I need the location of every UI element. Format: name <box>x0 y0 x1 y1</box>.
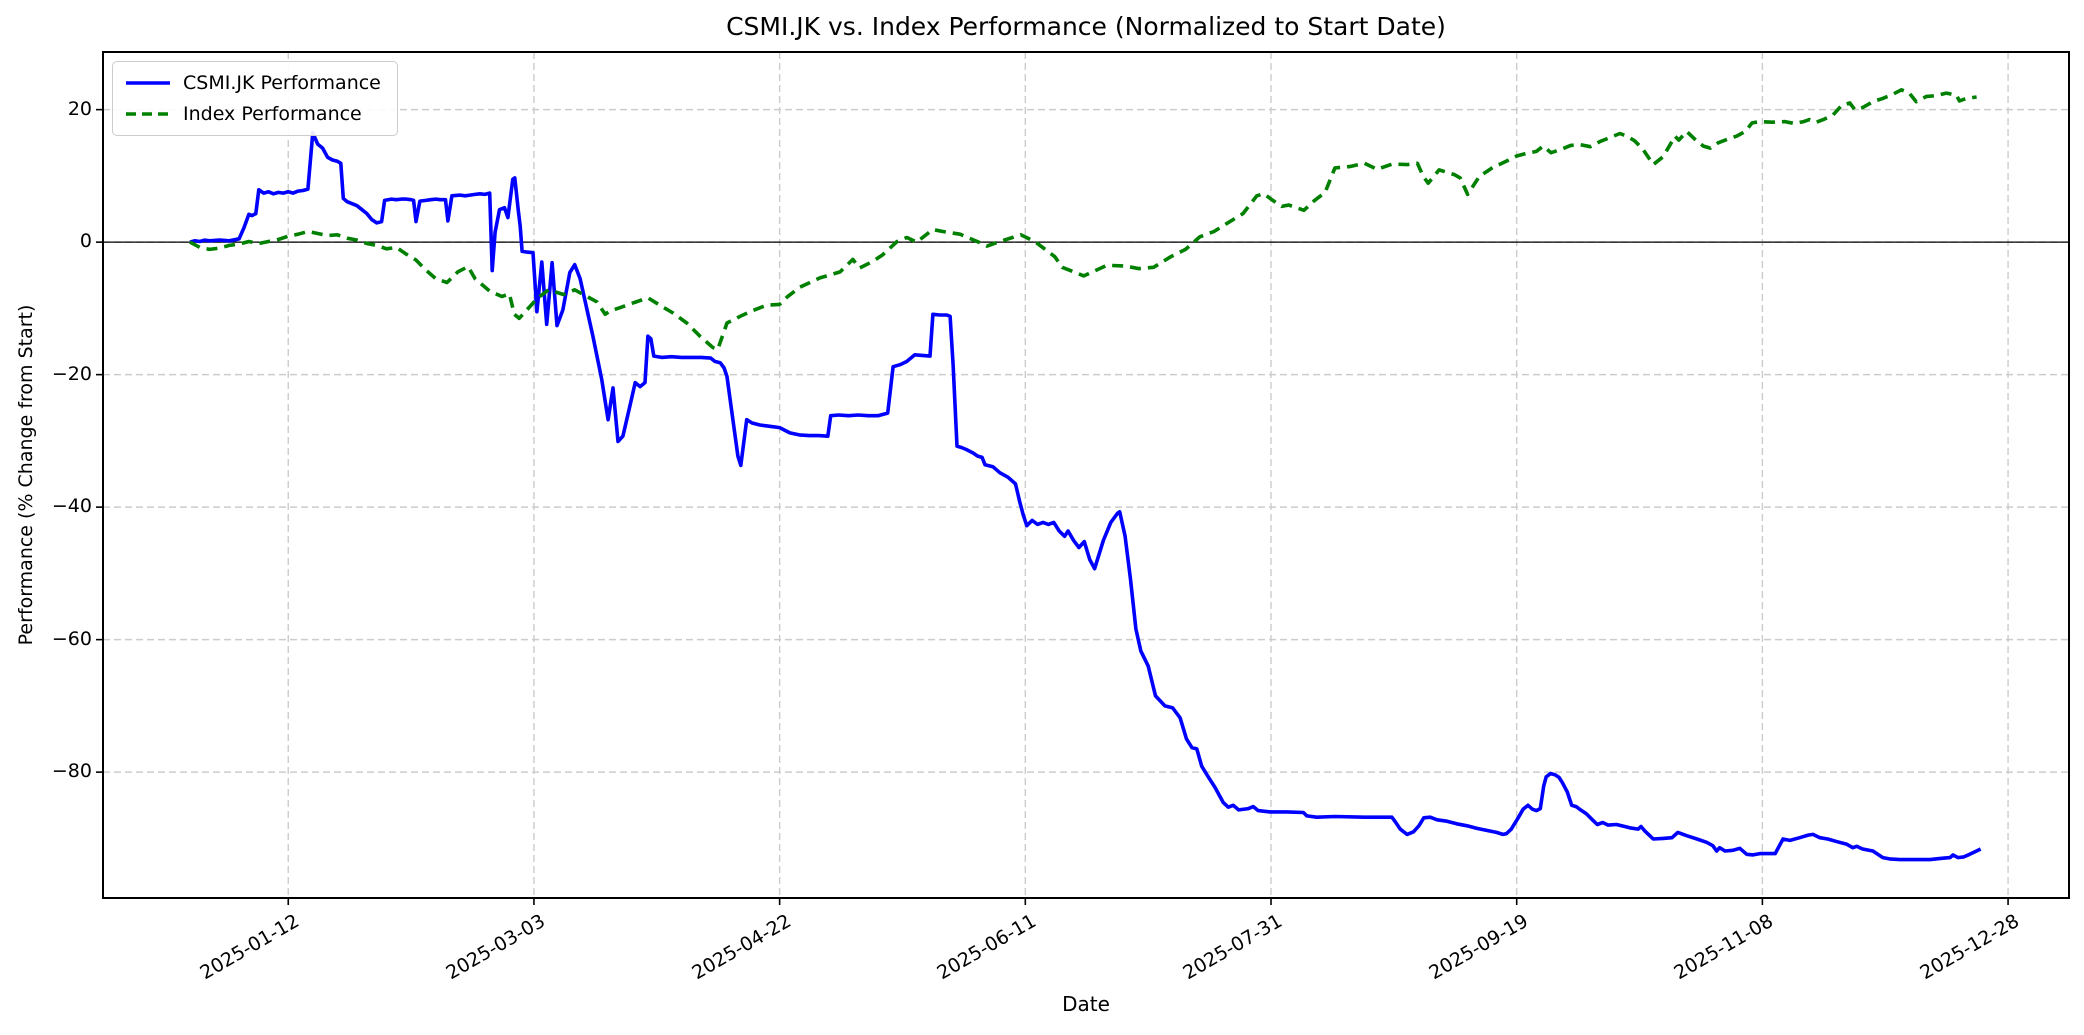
index-performance-line <box>189 88 1977 352</box>
legend-item: CSMI.JK Performance <box>125 72 381 94</box>
y-tick-label: −80 <box>51 760 92 783</box>
csmi-performance-line <box>189 131 1982 862</box>
legend-label: Index Performance <box>183 103 362 125</box>
chart-title: CSMI.JK vs. Index Performance (Normalize… <box>726 12 1446 41</box>
y-tick-label: 0 <box>79 230 92 253</box>
y-axis-label: Performance (% Change from Start) <box>15 304 37 646</box>
y-tick-label: −60 <box>51 627 92 650</box>
csmi-line-swatch <box>126 81 170 85</box>
index-line-swatch <box>126 112 170 116</box>
y-tick-label: 20 <box>67 97 92 120</box>
legend-label: CSMI.JK Performance <box>183 72 381 94</box>
y-tick-label: −20 <box>51 362 92 385</box>
y-tick-label: −40 <box>51 495 92 518</box>
axes-frame <box>102 51 2070 899</box>
x-axis-label: Date <box>1062 992 1110 1016</box>
legend-item: Index Performance <box>125 103 381 125</box>
legend: CSMI.JK Performance Index Performance <box>112 61 398 136</box>
